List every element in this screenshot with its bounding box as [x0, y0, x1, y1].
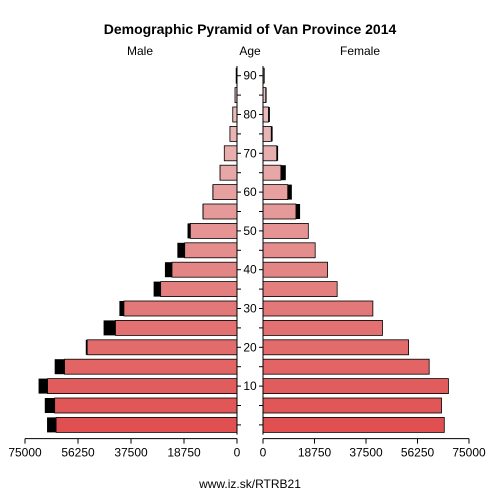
male-bar-5-9: [54, 397, 238, 414]
female-x-tick-label: 75000: [452, 446, 486, 460]
female-bar-50-54: [262, 222, 309, 239]
male-bar-55-59: [202, 203, 238, 220]
male-bars: [38, 67, 238, 433]
female-bar-30-34: [262, 300, 374, 317]
age-label: Age: [239, 44, 261, 58]
male-x-tick-label: 18750: [167, 446, 201, 460]
female-bar-10-14: [262, 378, 449, 395]
male-bar-20-24: [86, 339, 238, 356]
female-bar-60-64: [262, 184, 289, 201]
male-bar-50-54: [189, 222, 238, 239]
age-tick-label: 60: [243, 185, 257, 199]
female-bar-40-44: [262, 261, 328, 278]
male-bar-10-14: [47, 378, 238, 395]
age-tick-label: 80: [243, 108, 257, 122]
male-excess-35-39: [153, 281, 161, 297]
male-bar-0-4: [55, 416, 238, 433]
male-bar-70-74: [223, 145, 238, 162]
male-x-tick-label: 56250: [61, 446, 95, 460]
female-excess-90+: [264, 68, 265, 84]
male-bar-40-44: [171, 261, 238, 278]
female-x-tick-label: 18750: [298, 446, 332, 460]
female-bar-65-69: [262, 164, 282, 181]
male-bar-25-29: [115, 319, 238, 336]
male-excess-5-9: [44, 398, 55, 413]
male-bar-35-39: [160, 281, 238, 298]
male-excess-55-59: [202, 204, 204, 219]
age-tick-label: 20: [243, 340, 257, 354]
female-excess-65-69: [280, 165, 286, 181]
age-tick-label: 40: [243, 263, 257, 277]
female-bar-70-74: [262, 145, 278, 162]
female-excess-80-84: [268, 107, 270, 122]
male-bar-30-34: [123, 300, 238, 317]
male-excess-20-24: [85, 339, 88, 355]
female-x-tick-label: 37500: [349, 446, 383, 460]
female-x-tick-label: 56250: [401, 446, 435, 460]
male-excess-10-14: [38, 378, 48, 394]
male-bar-65-69: [219, 164, 238, 181]
female-excess-55-59: [295, 204, 301, 219]
female-excess-60-64: [287, 184, 292, 200]
female-bar-80-84: [262, 106, 269, 123]
chart-title: Demographic Pyramid of Van Province 2014: [104, 21, 397, 37]
male-label: Male: [127, 44, 153, 58]
male-excess-45-49: [177, 242, 185, 258]
female-bar-20-24: [262, 339, 409, 356]
age-tick-label: 10: [243, 379, 257, 393]
male-excess-50-54: [187, 223, 191, 239]
male-bar-75-79: [229, 126, 238, 142]
age-tick-label: 90: [243, 69, 257, 83]
female-bar-35-39: [262, 281, 338, 298]
female-bar-0-4: [262, 416, 445, 433]
female-bar-45-49: [262, 242, 316, 259]
female-bar-25-29: [262, 319, 383, 336]
source-footer: www.iz.sk/RTRB21: [198, 477, 301, 491]
male-x-tick-label: 75000: [8, 446, 42, 460]
female-bar-5-9: [262, 397, 442, 414]
age-tick-label: 50: [243, 224, 257, 238]
female-bars: [262, 67, 449, 433]
female-bar-15-19: [262, 358, 430, 375]
male-excess-40-44: [164, 262, 172, 278]
female-bar-75-79: [262, 126, 272, 142]
female-excess-70-74: [276, 145, 279, 161]
male-bar-80-84: [232, 106, 238, 123]
male-excess-0-4: [47, 417, 57, 433]
female-bar-55-59: [262, 203, 297, 220]
male-bar-60-64: [212, 184, 238, 201]
male-excess-15-19: [54, 359, 65, 375]
age-tick-label: 70: [243, 146, 257, 160]
male-excess-30-34: [119, 301, 124, 316]
female-label: Female: [340, 44, 380, 58]
axes: 10 20 30 40 50 60 70 80 90 75000 56250 37500 18750 0 0…: [8, 66, 486, 460]
male-bar-15-19: [64, 358, 238, 375]
male-x-tick-label: 0: [234, 446, 241, 460]
male-bar-45-49: [184, 242, 238, 259]
female-excess-75-79: [271, 126, 273, 142]
male-excess-25-29: [103, 320, 116, 336]
female-x-tick-label: 0: [260, 446, 267, 460]
female-excess-85-89: [265, 87, 267, 103]
male-excess-60-64: [212, 184, 213, 200]
male-x-tick-label: 37500: [114, 446, 148, 460]
age-tick-label: 30: [243, 302, 257, 316]
